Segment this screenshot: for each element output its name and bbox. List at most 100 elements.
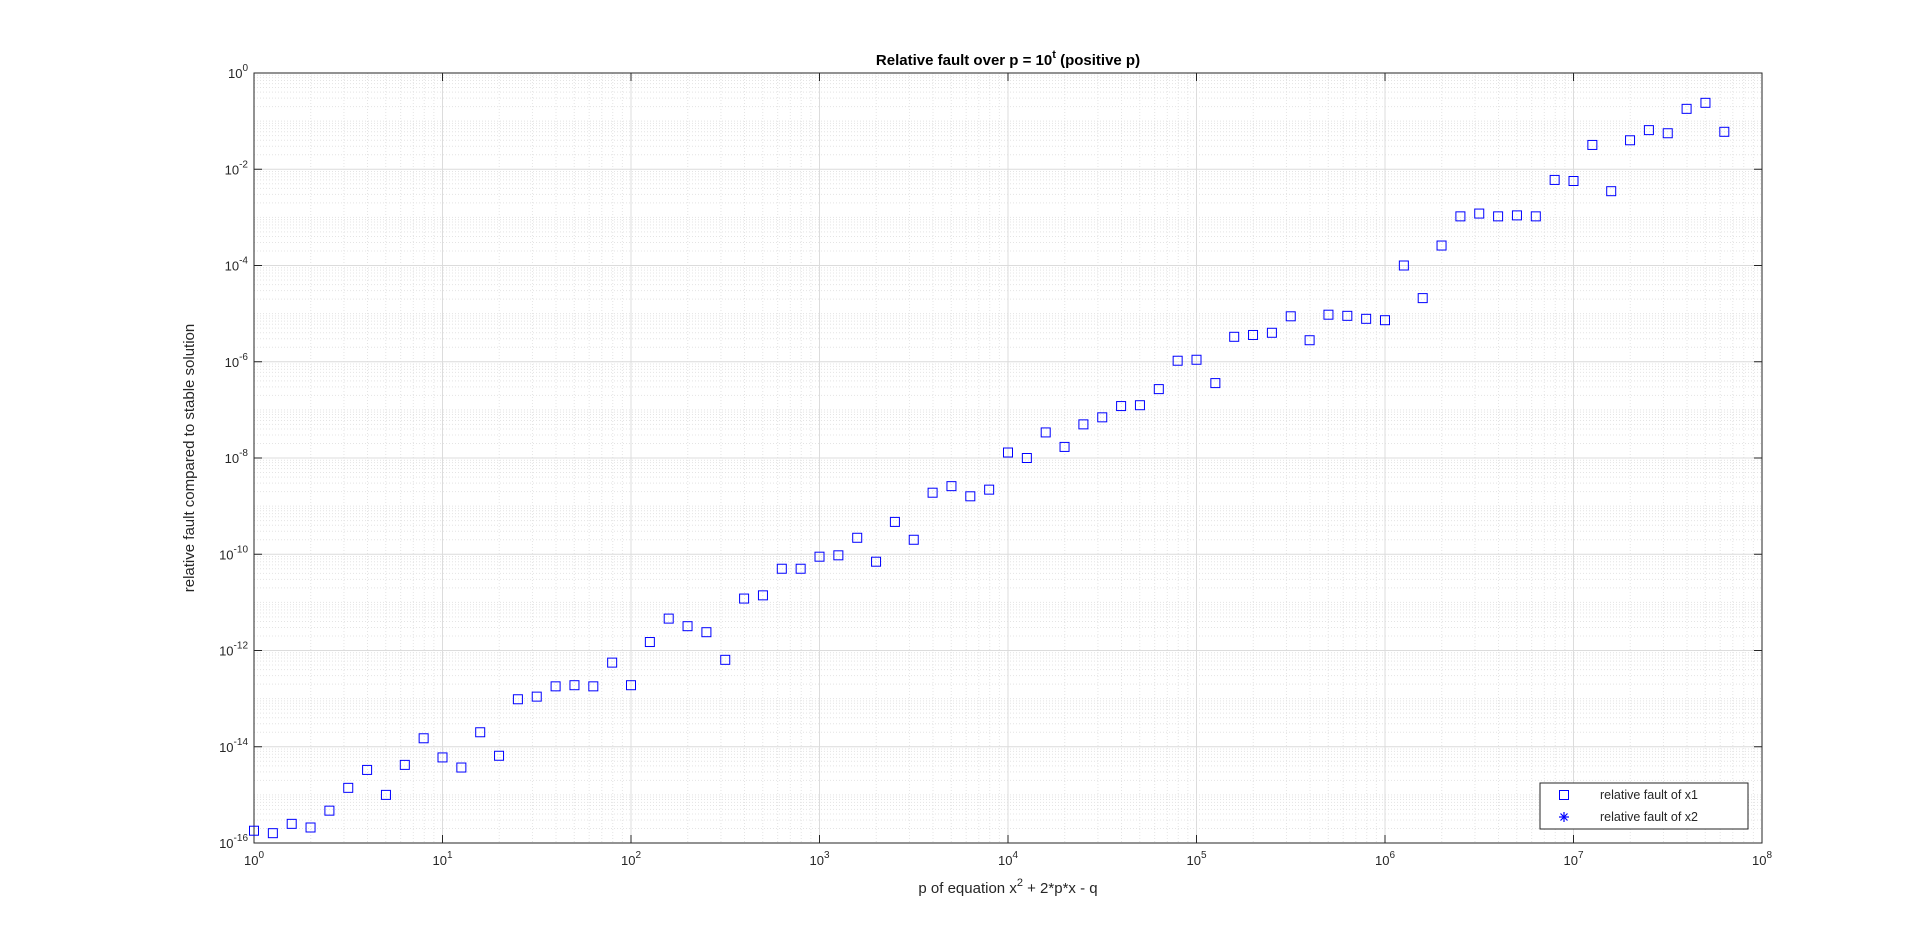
data-point-x1	[1474, 208, 1485, 219]
data-point-x1	[475, 727, 486, 738]
data-point-x1	[682, 621, 693, 632]
y-tick-label: 10-10	[219, 544, 248, 562]
data-point-x1	[1719, 126, 1730, 137]
data-point-x1	[908, 534, 919, 545]
x-tick-label: 106	[1375, 850, 1395, 868]
data-point-x1	[1323, 309, 1334, 320]
data-point-x1	[1134, 400, 1145, 411]
data-point-x1	[456, 762, 467, 773]
data-point-x1	[1097, 412, 1108, 423]
data-point-x1	[249, 825, 259, 836]
data-markers	[249, 97, 1730, 839]
data-point-x1	[1285, 311, 1296, 322]
data-point-x1	[418, 733, 429, 744]
data-point-x1	[494, 750, 505, 761]
data-point-x1	[1059, 441, 1070, 452]
y-tick-label: 10-4	[225, 256, 249, 274]
data-point-x1	[1398, 260, 1409, 271]
data-point-x1	[1511, 210, 1522, 221]
data-point-x1	[286, 818, 297, 829]
data-point-x1	[437, 752, 448, 763]
x-tick-labels: 100 101 102 103 104 105 106 107 108	[244, 850, 1772, 868]
data-point-x1	[343, 782, 354, 793]
data-point-x1	[833, 550, 844, 561]
data-point-x1	[1493, 211, 1504, 222]
x-tick-label: 100	[244, 850, 264, 868]
data-point-x1	[776, 563, 787, 574]
data-point-x1	[946, 481, 957, 492]
legend: relative fault of x1 relative fault of x…	[1539, 782, 1749, 830]
data-point-x1	[739, 593, 750, 604]
data-point-x1	[1568, 175, 1579, 186]
data-point-x1	[588, 681, 599, 692]
data-point-x1	[626, 680, 636, 691]
chart-title: Relative fault over p = 10t (positive p)	[876, 49, 1140, 69]
data-point-x1	[644, 637, 655, 648]
data-point-x1	[1662, 128, 1673, 139]
data-point-x1	[852, 532, 863, 543]
data-point-x1	[795, 563, 806, 574]
y-axis-label: relative fault compared to stable soluti…	[181, 324, 198, 592]
data-point-x1	[1210, 378, 1221, 389]
x-tick-label: 104	[998, 850, 1018, 868]
data-point-x1	[1021, 453, 1032, 463]
data-point-x1	[1153, 384, 1164, 395]
data-point-x1	[965, 491, 976, 502]
legend-box	[1539, 782, 1749, 830]
y-tick-label: 10-14	[219, 737, 248, 755]
data-point-x1	[1172, 355, 1183, 366]
data-point-x1	[1530, 211, 1541, 222]
data-point-x1	[1248, 329, 1259, 340]
x-tick-label: 105	[1186, 850, 1206, 868]
x-tick-label: 103	[809, 850, 829, 868]
data-point-x1	[607, 657, 618, 668]
data-point-x1	[1606, 186, 1617, 197]
data-point-x1	[889, 516, 900, 527]
data-point-x1	[814, 551, 825, 562]
x-axis-label: p of equation x2 + 2*p*x - q	[918, 877, 1097, 897]
data-point-x1	[1116, 401, 1127, 412]
data-point-x1	[1078, 419, 1089, 430]
legend-entry-x1: relative fault of x1	[1600, 788, 1698, 802]
data-point-x1	[1625, 135, 1636, 146]
data-point-x1	[324, 805, 335, 816]
data-point-x1	[1700, 97, 1711, 108]
data-point-x1	[757, 590, 768, 601]
data-point-x1	[550, 681, 561, 692]
data-point-x1	[1587, 139, 1598, 150]
data-point-x1	[1380, 315, 1390, 326]
major-grid	[253, 72, 1763, 844]
data-point-x1	[1643, 125, 1654, 136]
data-point-x1	[1681, 103, 1692, 114]
data-point-x1	[701, 627, 712, 638]
data-point-x1	[305, 822, 316, 833]
data-point-x1	[1436, 240, 1447, 251]
data-point-x1	[720, 654, 731, 665]
data-point-x1	[512, 694, 523, 705]
y-tick-label: 10-2	[225, 159, 249, 177]
data-point-x1	[1229, 331, 1240, 342]
data-point-x1	[531, 691, 542, 702]
data-point-x1	[927, 487, 938, 498]
data-point-x1	[267, 828, 278, 839]
data-point-x1	[1455, 211, 1466, 222]
legend-asterisk-marker	[1559, 812, 1569, 822]
y-tick-label: 10-8	[225, 448, 249, 466]
data-point-x1	[1342, 310, 1353, 321]
y-tick-label: 10-16	[219, 833, 248, 851]
data-point-x1	[663, 613, 674, 624]
data-point-x1	[871, 556, 882, 567]
data-point-x1	[984, 484, 995, 495]
data-point-x1	[1040, 427, 1051, 438]
data-point-x1	[362, 764, 373, 775]
x-tick-label: 101	[432, 850, 452, 868]
plot-frame	[253, 72, 1763, 844]
data-point-x1	[1361, 313, 1372, 324]
data-point-x1	[1191, 354, 1202, 365]
legend-entry-x2: relative fault of x2	[1600, 810, 1698, 824]
data-point-x1	[1304, 335, 1315, 346]
data-point-x1	[1549, 174, 1560, 185]
data-point-x1	[380, 789, 391, 800]
